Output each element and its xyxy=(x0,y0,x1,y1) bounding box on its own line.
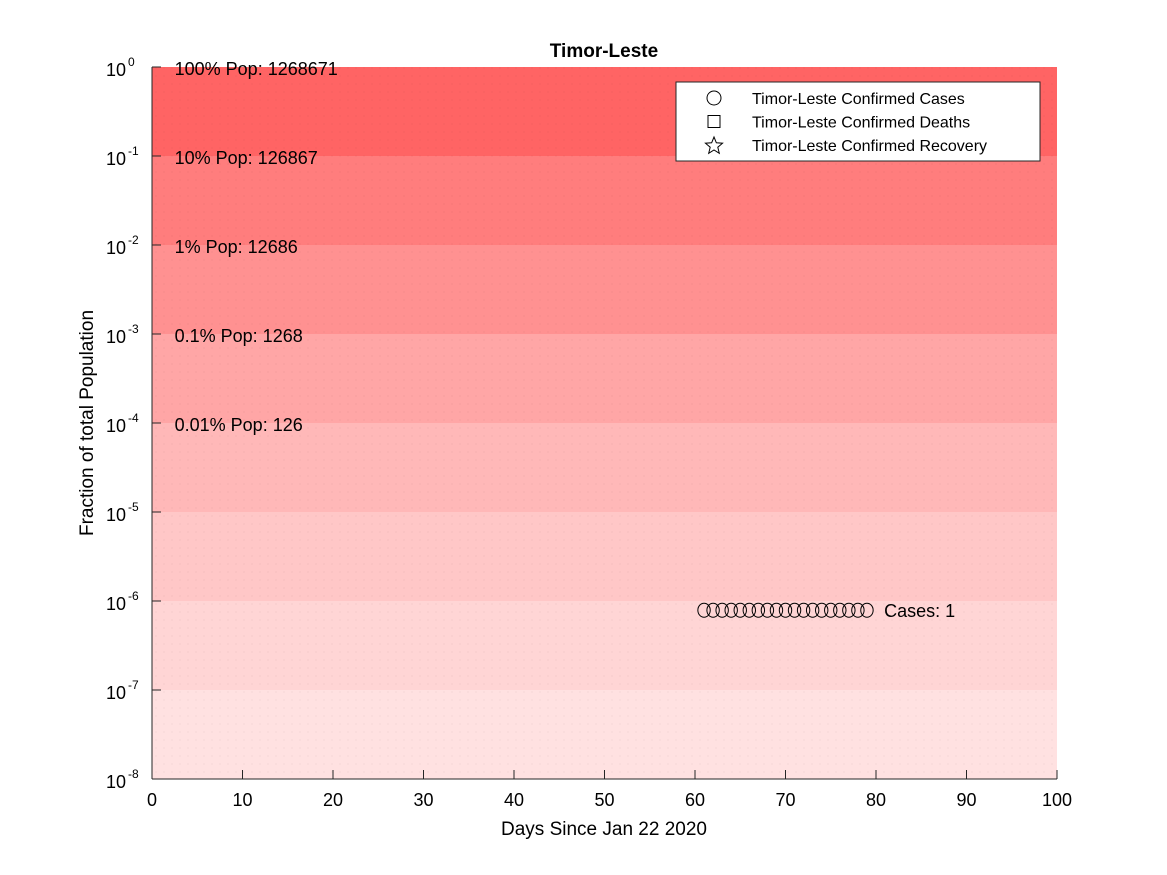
case-point xyxy=(742,602,756,618)
x-tick-label: 50 xyxy=(594,790,614,810)
x-tick-label: 10 xyxy=(232,790,252,810)
y-tick-base: 10 xyxy=(106,149,126,169)
y-tick-base: 10 xyxy=(106,60,126,80)
legend-box xyxy=(675,81,1041,162)
plot-texture xyxy=(152,67,1057,779)
x-tick-label: 20 xyxy=(323,790,343,810)
x-tick-label: 80 xyxy=(866,790,886,810)
case-point xyxy=(760,602,775,618)
y-tick-exponent: -5 xyxy=(128,500,139,514)
case-point xyxy=(724,602,738,618)
x-tick-label: 30 xyxy=(413,790,433,810)
cases-annotation: Cases: 1 xyxy=(884,601,955,621)
legend-square-icon xyxy=(707,115,721,128)
y-tick-label: 10 -3 xyxy=(106,322,139,347)
case-point xyxy=(697,602,711,618)
population-band-label: 10% Pop: 126867 xyxy=(175,148,318,168)
population-band-label: 0.1% Pop: 1268 xyxy=(175,326,303,346)
y-tick-base: 10 xyxy=(106,505,126,525)
y-tick-base: 10 xyxy=(106,594,126,614)
chart-title: Timor-Leste xyxy=(550,41,658,62)
x-tick-label: 0 xyxy=(147,790,157,810)
y-tick-exponent: -2 xyxy=(128,233,139,247)
case-point xyxy=(860,602,874,618)
x-axis-label: Days Since Jan 22 2020 xyxy=(501,819,707,840)
legend-star-icon xyxy=(704,135,724,155)
case-point xyxy=(715,602,729,618)
y-tick-exponent: -3 xyxy=(128,322,139,336)
y-tick-label: 10 -4 xyxy=(106,411,139,436)
legend-circle-icon xyxy=(706,90,722,106)
y-tick-base: 10 xyxy=(106,416,126,436)
case-point xyxy=(815,602,829,618)
case-points xyxy=(697,602,874,618)
legend-entry-label: Timor-Leste Confirmed Deaths xyxy=(752,115,970,132)
case-point xyxy=(778,602,793,618)
x-tick-label: 100 xyxy=(1042,790,1072,810)
y-tick-label: 10 -1 xyxy=(106,144,139,169)
legend: Timor-Leste Confirmed Cases Timor-Leste C… xyxy=(675,81,1041,162)
y-tick-base: 10 xyxy=(106,238,126,258)
x-tick-label: 60 xyxy=(685,790,705,810)
y-tick-exponent: -6 xyxy=(128,589,139,603)
y-tick-label: 10 -2 xyxy=(106,233,139,258)
population-band-label: 0.01% Pop: 126 xyxy=(175,415,303,435)
y-tick-exponent: -8 xyxy=(128,767,139,781)
case-point xyxy=(796,602,811,618)
case-point xyxy=(733,602,747,618)
y-tick-exponent: -7 xyxy=(128,678,139,692)
case-point xyxy=(824,602,838,618)
legend-entry-label: Timor-Leste Confirmed Cases xyxy=(752,91,965,108)
y-tick-label: 10 -6 xyxy=(106,589,139,614)
case-point xyxy=(842,602,856,618)
case-point xyxy=(851,602,865,618)
y-tick-exponent: 0 xyxy=(128,55,135,69)
y-tick-base: 10 xyxy=(106,772,126,792)
case-point xyxy=(706,602,720,618)
case-point xyxy=(751,602,766,618)
y-tick-label: 10 -8 xyxy=(106,767,139,792)
case-point xyxy=(787,602,802,618)
y-tick-exponent: -4 xyxy=(128,411,139,425)
case-point xyxy=(805,602,820,618)
legend-entry-label: Timor-Leste Confirmed Recovery xyxy=(752,138,987,155)
y-tick-exponent: -1 xyxy=(128,144,139,158)
y-tick-base: 10 xyxy=(106,327,126,347)
population-band-label: 100% Pop: 1268671 xyxy=(175,59,338,79)
y-axis-label: Fraction of total Population xyxy=(77,310,98,536)
x-tick-label: 70 xyxy=(775,790,795,810)
population-band-label: 1% Pop: 12686 xyxy=(175,237,298,257)
case-point xyxy=(833,602,847,618)
band-labels: 100% Pop: 1268671 10% Pop: 126867 1% Pop: … xyxy=(175,59,338,435)
y-tick-label: 10 0 xyxy=(106,55,135,80)
x-tick-label: 90 xyxy=(956,790,976,810)
x-tick-label: 40 xyxy=(504,790,524,810)
axes: 0 10 20 30 40 50 60 70 80 90 10010-810-710-610-510… xyxy=(106,55,1072,810)
y-tick-label: 10 -7 xyxy=(106,678,139,703)
case-point xyxy=(769,602,784,618)
y-tick-label: 10 -5 xyxy=(106,500,139,525)
y-tick-base: 10 xyxy=(106,683,126,703)
